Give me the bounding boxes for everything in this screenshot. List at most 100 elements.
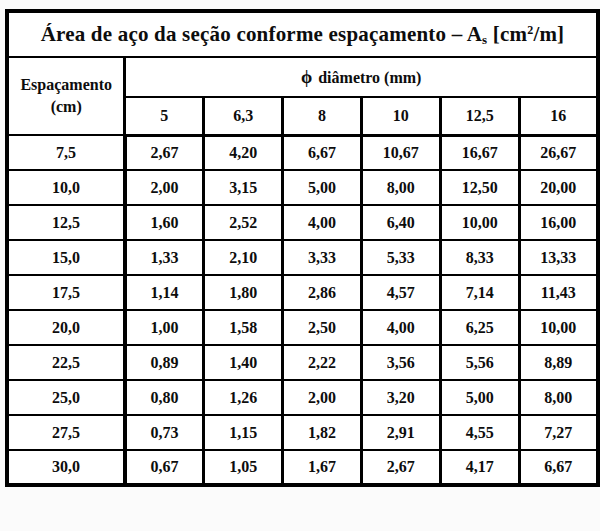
value-cell: 2,86 — [283, 275, 362, 310]
value-cell: 6,25 — [440, 310, 519, 345]
value-cell: 2,10 — [204, 240, 283, 275]
table-row: 27,5 0,73 1,15 1,82 2,91 4,55 7,27 — [7, 415, 598, 450]
value-cell: 2,67 — [125, 135, 204, 170]
value-cell: 1,67 — [283, 450, 362, 485]
value-cell: 0,80 — [125, 380, 204, 415]
value-cell: 10,00 — [440, 205, 519, 240]
spacing-cell: 25,0 — [7, 380, 125, 415]
spacing-column-header: Espaçamento (cm) — [7, 57, 125, 135]
value-cell: 8,33 — [440, 240, 519, 275]
value-cell: 2,52 — [204, 205, 283, 240]
title-text: Área de aço da seção conforme espaçament… — [41, 22, 482, 46]
value-cell: 2,00 — [125, 170, 204, 205]
diameter-value-header: 12,5 — [440, 97, 519, 135]
table-row: 20,0 1,00 1,58 2,50 4,00 6,25 10,00 — [7, 310, 598, 345]
steel-area-table-container: Área de aço da seção conforme espaçament… — [5, 9, 600, 487]
value-cell: 1,26 — [204, 380, 283, 415]
value-cell: 10,67 — [361, 135, 440, 170]
table-row: 15,0 1,33 2,10 3,33 5,33 8,33 13,33 — [7, 240, 598, 275]
value-cell: 1,58 — [204, 310, 283, 345]
table-title: Área de aço da seção conforme espaçament… — [7, 11, 598, 57]
value-cell: 4,55 — [440, 415, 519, 450]
value-cell: 1,60 — [125, 205, 204, 240]
value-cell: 3,56 — [361, 345, 440, 380]
value-cell: 4,57 — [361, 275, 440, 310]
value-cell: 0,89 — [125, 345, 204, 380]
value-cell: 1,14 — [125, 275, 204, 310]
value-cell: 1,00 — [125, 310, 204, 345]
value-cell: 5,33 — [361, 240, 440, 275]
spacing-cell: 22,5 — [7, 345, 125, 380]
value-cell: 5,00 — [283, 170, 362, 205]
value-cell: 1,82 — [283, 415, 362, 450]
value-cell: 1,80 — [204, 275, 283, 310]
value-cell: 13,33 — [519, 240, 598, 275]
table-row: 25,0 0,80 1,26 2,00 3,20 5,00 8,00 — [7, 380, 598, 415]
table-row: 7,5 2,67 4,20 6,67 10,67 16,67 26,67 — [7, 135, 598, 170]
value-cell: 7,14 — [440, 275, 519, 310]
value-cell: 12,50 — [440, 170, 519, 205]
value-cell: 2,22 — [283, 345, 362, 380]
value-cell: 2,00 — [283, 380, 362, 415]
header-row-diameter-group: Espaçamento (cm) ϕdiâmetro (mm) — [7, 57, 598, 97]
table-row: 22,5 0,89 1,40 2,22 3,56 5,56 8,89 — [7, 345, 598, 380]
spacing-cell: 27,5 — [7, 415, 125, 450]
value-cell: 4,00 — [283, 205, 362, 240]
value-cell: 0,67 — [125, 450, 204, 485]
value-cell: 6,40 — [361, 205, 440, 240]
table-row: 30,0 0,67 1,05 1,67 2,67 4,17 6,67 — [7, 450, 598, 485]
value-cell: 1,40 — [204, 345, 283, 380]
diameter-value-header: 6,3 — [204, 97, 283, 135]
value-cell: 1,05 — [204, 450, 283, 485]
diameter-value-header: 8 — [283, 97, 362, 135]
table-row: 12,5 1,60 2,52 4,00 6,40 10,00 16,00 — [7, 205, 598, 240]
value-cell: 4,20 — [204, 135, 283, 170]
spacing-cell: 30,0 — [7, 450, 125, 485]
value-cell: 10,00 — [519, 310, 598, 345]
value-cell: 1,15 — [204, 415, 283, 450]
spacing-cell: 7,5 — [7, 135, 125, 170]
value-cell: 7,27 — [519, 415, 598, 450]
value-cell: 4,17 — [440, 450, 519, 485]
value-cell: 8,00 — [361, 170, 440, 205]
value-cell: 16,00 — [519, 205, 598, 240]
value-cell: 26,67 — [519, 135, 598, 170]
value-cell: 5,56 — [440, 345, 519, 380]
table-row: 10,0 2,00 3,15 5,00 8,00 12,50 20,00 — [7, 170, 598, 205]
value-cell: 6,67 — [283, 135, 362, 170]
spacing-cell: 20,0 — [7, 310, 125, 345]
diameter-value-header: 5 — [125, 97, 204, 135]
value-cell: 4,00 — [361, 310, 440, 345]
value-cell: 1,33 — [125, 240, 204, 275]
value-cell: 3,15 — [204, 170, 283, 205]
title-unit-prefix: [cm — [487, 22, 527, 46]
diameter-group-label: diâmetro (mm) — [318, 69, 421, 86]
value-cell: 20,00 — [519, 170, 598, 205]
value-cell: 8,89 — [519, 345, 598, 380]
diameter-value-header: 16 — [519, 97, 598, 135]
value-cell: 5,00 — [440, 380, 519, 415]
value-cell: 2,50 — [283, 310, 362, 345]
value-cell: 0,73 — [125, 415, 204, 450]
title-row: Área de aço da seção conforme espaçament… — [7, 11, 598, 57]
spacing-header-line2: (cm) — [9, 96, 123, 118]
value-cell: 8,00 — [519, 380, 598, 415]
diameter-group-header: ϕ diâmetro (mm) — [125, 57, 598, 97]
spacing-cell: 12,5 — [7, 205, 125, 240]
title-unit-suffix: /m] — [533, 22, 564, 46]
spacing-cell: 15,0 — [7, 240, 125, 275]
spacing-cell: 17,5 — [7, 275, 125, 310]
value-cell: 3,33 — [283, 240, 362, 275]
spacing-header-line1: Espaçamento — [9, 74, 123, 96]
value-cell: 6,67 — [519, 450, 598, 485]
phi-symbol: ϕ — [301, 67, 312, 87]
value-cell: 2,67 — [361, 450, 440, 485]
value-cell: 2,91 — [361, 415, 440, 450]
diameter-value-header: 10 — [361, 97, 440, 135]
value-cell: 3,20 — [361, 380, 440, 415]
table-row: 17,5 1,14 1,80 2,86 4,57 7,14 11,43 — [7, 275, 598, 310]
spacing-cell: 10,0 — [7, 170, 125, 205]
value-cell: 16,67 — [440, 135, 519, 170]
value-cell: 11,43 — [519, 275, 598, 310]
steel-area-table: Área de aço da seção conforme espaçament… — [5, 9, 600, 487]
